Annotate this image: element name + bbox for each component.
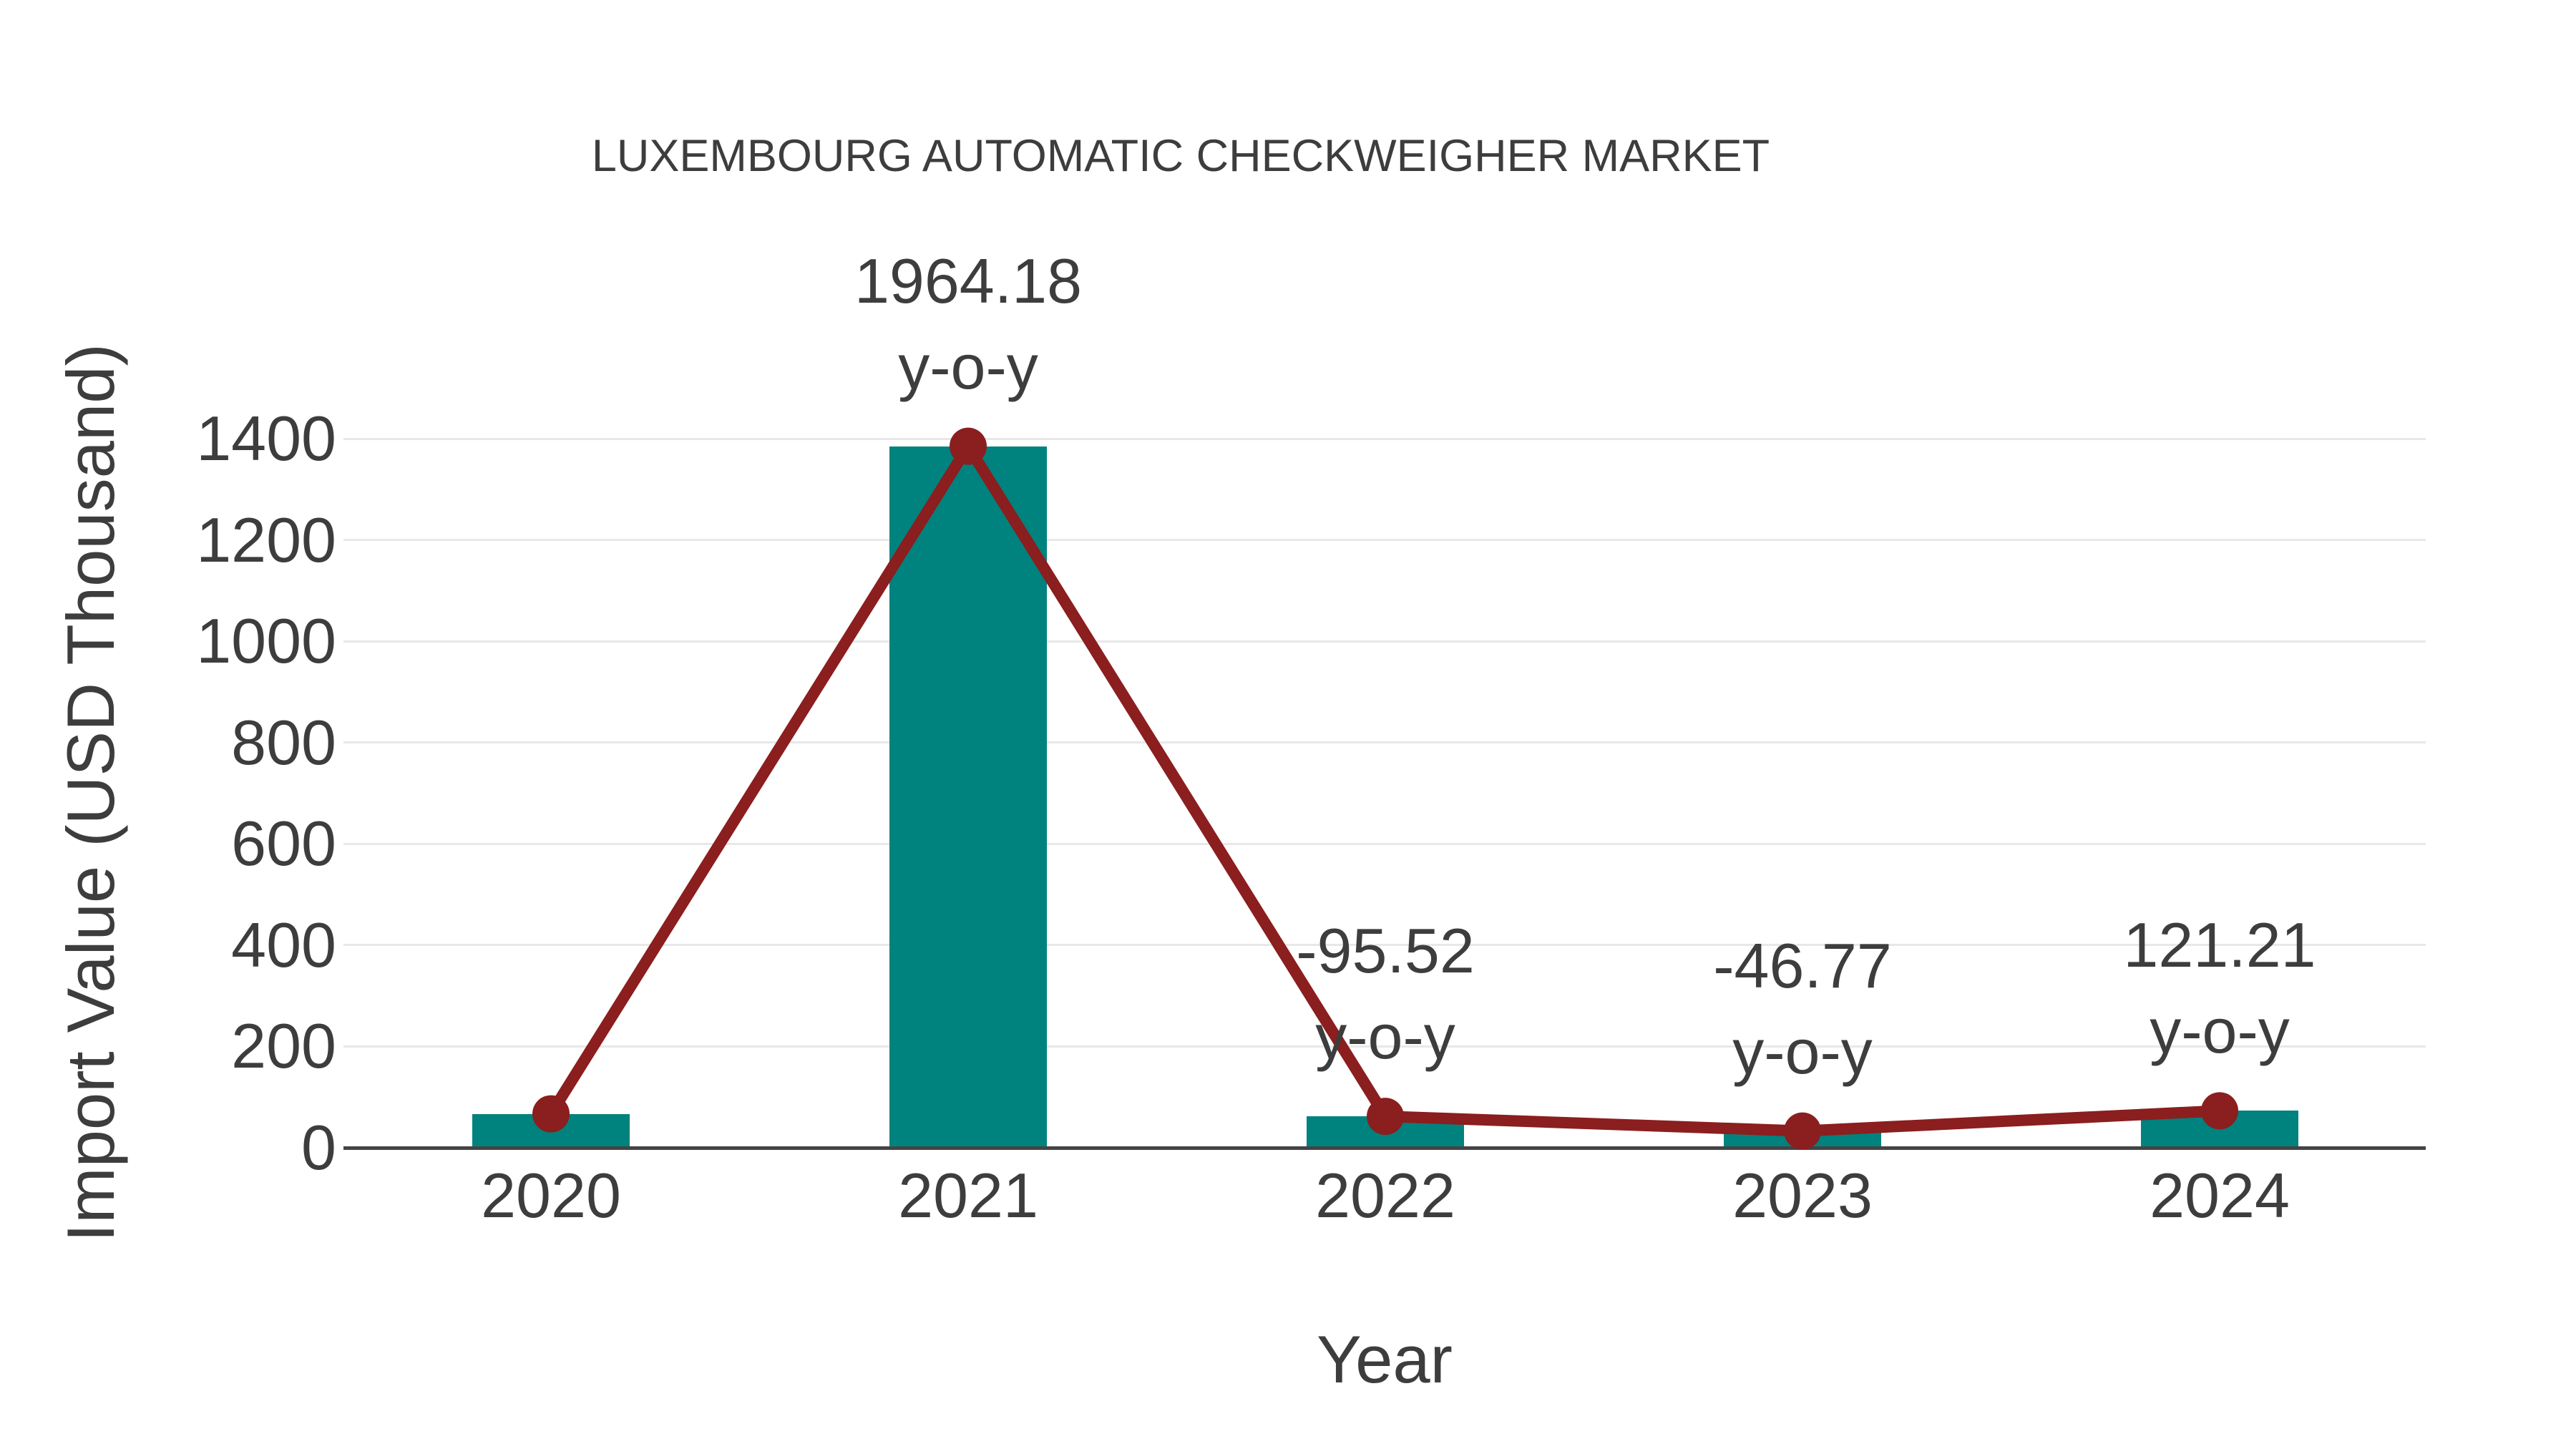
x-tick-label-2021: 2021 <box>898 1160 1038 1231</box>
gridline <box>343 437 2426 440</box>
annotation-suffix-2023: y-o-y <box>1732 1015 1873 1087</box>
line-marker-2022 <box>1367 1098 1404 1136</box>
annotation-value-2021: 1964.18 <box>854 245 1083 316</box>
gridline <box>343 640 2426 643</box>
annotation-value-2023: -46.77 <box>1713 930 1892 1001</box>
x-tick-label-2024: 2024 <box>2150 1160 2290 1231</box>
chart-title: LUXEMBOURG AUTOMATIC CHECKWEIGHER MARKET <box>591 131 1770 181</box>
annotation-suffix-2021: y-o-y <box>898 331 1038 402</box>
line-marker-2024 <box>2201 1092 2238 1130</box>
y-tick-label: 600 <box>231 808 336 879</box>
gridline <box>343 842 2426 845</box>
bar-2021 <box>889 446 1047 1148</box>
y-tick-label: 1400 <box>196 403 336 474</box>
line-marker-2023 <box>1784 1112 1821 1150</box>
y-tick-label: 0 <box>301 1112 336 1183</box>
x-axis-title: Year <box>1317 1322 1453 1397</box>
gridline <box>343 539 2426 542</box>
line-marker-2020 <box>532 1095 570 1133</box>
gridline <box>343 1045 2426 1048</box>
y-tick-label: 1000 <box>196 605 336 677</box>
y-tick-label: 200 <box>231 1010 336 1082</box>
line-marker-2021 <box>950 427 987 465</box>
annotation-suffix-2022: y-o-y <box>1315 1001 1455 1073</box>
x-tick-label-2022: 2022 <box>1315 1160 1455 1231</box>
annotation-value-2022: -95.52 <box>1296 915 1475 987</box>
y-tick-label: 800 <box>231 706 336 778</box>
annotation-value-2024: 121.21 <box>2123 909 2316 981</box>
annotation-suffix-2024: y-o-y <box>2150 995 2290 1067</box>
x-axis-line <box>343 1146 2426 1150</box>
gridline <box>343 741 2426 744</box>
y-tick-label: 400 <box>231 909 336 980</box>
y-tick-label: 1200 <box>196 504 336 575</box>
x-tick-label-2020: 2020 <box>481 1160 621 1231</box>
x-tick-label-2023: 2023 <box>1732 1160 1873 1231</box>
gridline <box>343 944 2426 947</box>
